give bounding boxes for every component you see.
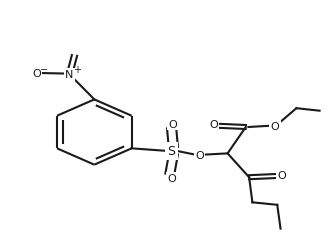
Text: S: S: [167, 145, 175, 158]
Text: N: N: [65, 70, 74, 80]
Text: −: −: [40, 64, 48, 74]
Text: O: O: [278, 170, 287, 180]
Text: O: O: [32, 69, 41, 79]
Text: O: O: [270, 121, 279, 131]
Text: O: O: [168, 119, 177, 129]
Text: O: O: [195, 150, 204, 160]
Text: O: O: [167, 174, 176, 184]
Text: O: O: [209, 120, 218, 130]
Text: +: +: [73, 64, 81, 74]
